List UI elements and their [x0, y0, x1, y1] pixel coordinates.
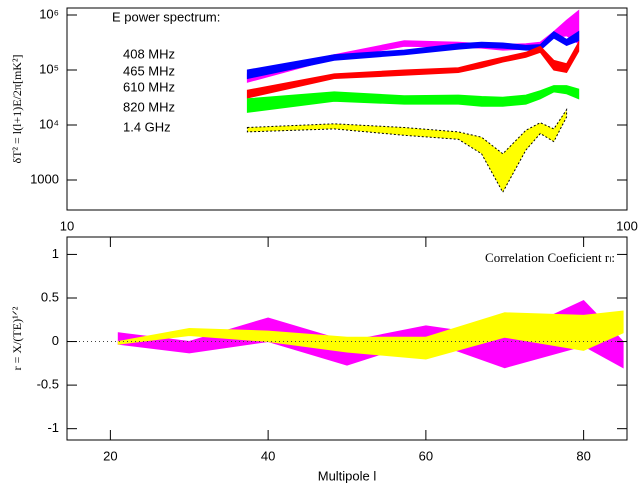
- x-tick-label: 10: [60, 218, 74, 233]
- y-tick-label: -1: [47, 420, 59, 435]
- frame: [66, 236, 628, 441]
- y-tick-label: 0: [52, 333, 59, 348]
- legend-label: 465 MHz: [123, 63, 175, 78]
- band: [246, 85, 580, 113]
- y-tick-label: -0.5: [37, 377, 59, 392]
- plot-area: [246, 9, 580, 194]
- y-axis-label: δT² = l(l+1)E/2π[mK²]: [10, 54, 24, 163]
- band: [117, 299, 624, 369]
- x-axis-label: Multipole l: [318, 468, 377, 483]
- x-tick-label: 80: [576, 448, 590, 463]
- legend-label: 1.4 GHz: [123, 119, 171, 134]
- y-tick-label: 10⁴: [39, 116, 59, 131]
- y-tick-label: 10⁶: [39, 6, 59, 21]
- band: [246, 40, 580, 99]
- x-tick-label: 40: [261, 448, 275, 463]
- y-axis-label: r = X/(TE)¹ᐟ²: [10, 306, 24, 370]
- legend-label: 408 MHz: [123, 46, 175, 61]
- legend-label: 820 MHz: [123, 99, 175, 114]
- band: [246, 108, 568, 194]
- y-tick-label: 10⁵: [39, 61, 59, 76]
- y-tick-label: 1000: [30, 171, 59, 186]
- y-tick-label: 1: [52, 246, 59, 261]
- x-tick-label: 100: [616, 218, 638, 233]
- legend-label: 610 MHz: [123, 79, 175, 94]
- plot-area: [117, 299, 624, 369]
- x-tick-label: 20: [103, 448, 117, 463]
- y-tick-label: 0.5: [41, 289, 59, 304]
- chart-title: E power spectrum:: [112, 9, 220, 24]
- band: [117, 310, 624, 360]
- x-tick-label: 60: [419, 448, 433, 463]
- frame: [66, 7, 628, 211]
- band: [246, 30, 580, 80]
- chart-title: Correlation Coeficient rₗ:: [485, 250, 615, 265]
